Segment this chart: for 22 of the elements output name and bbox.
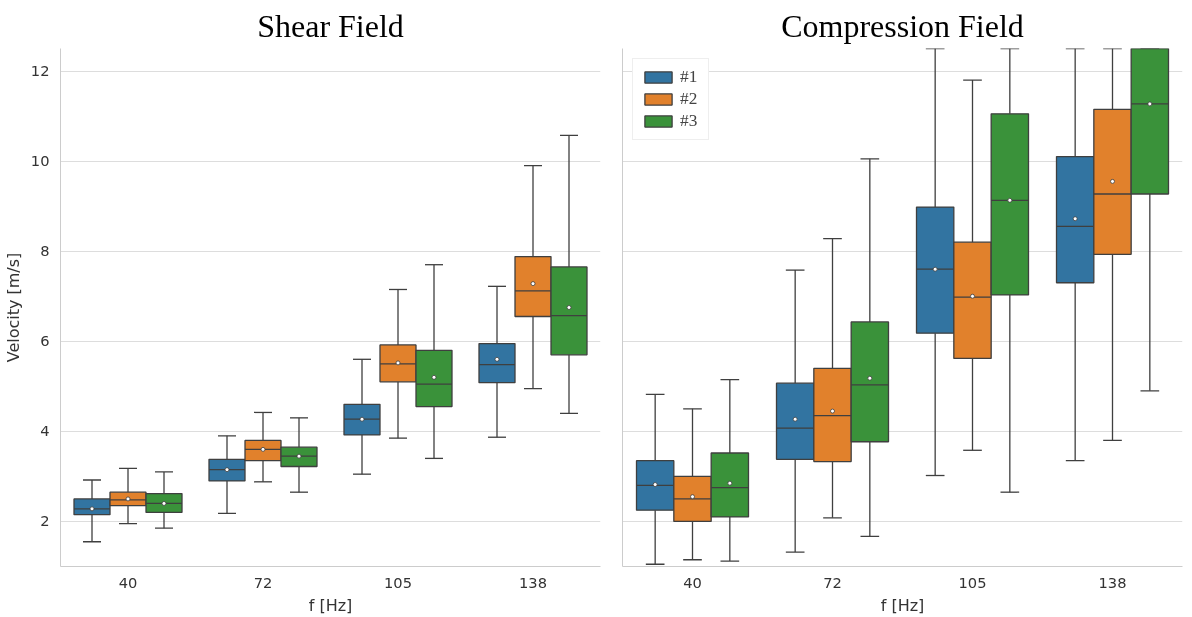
x-tick-label: 105 <box>958 573 987 591</box>
x-axis-title: f [Hz] <box>880 595 925 615</box>
y-tick-label: 2 <box>40 512 50 530</box>
x-tick-label: 138 <box>519 573 547 591</box>
x-tick-label: 138 <box>1098 573 1127 591</box>
x-tick-label: 72 <box>253 573 273 591</box>
chart-title: Shear Field <box>257 7 404 44</box>
x-axis-title: f [Hz] <box>308 595 353 615</box>
legend-label: #3 <box>680 111 699 131</box>
legend-label: #2 <box>680 89 699 109</box>
y-tick-label: 10 <box>30 152 50 170</box>
x-tick-label: 72 <box>823 573 842 591</box>
y-tick-label: 8 <box>40 242 50 260</box>
legend-label: #1 <box>680 67 699 87</box>
chart-title: Compression Field <box>781 7 1024 44</box>
y-axis-title: Velocity [m/s] <box>3 252 23 363</box>
x-tick-label: 40 <box>683 573 702 591</box>
y-tick-label: 12 <box>30 62 50 80</box>
y-tick-label: 4 <box>40 422 50 440</box>
y-tick-label: 6 <box>40 332 50 350</box>
x-tick-label: 105 <box>384 573 412 591</box>
x-tick-label: 40 <box>118 573 138 591</box>
